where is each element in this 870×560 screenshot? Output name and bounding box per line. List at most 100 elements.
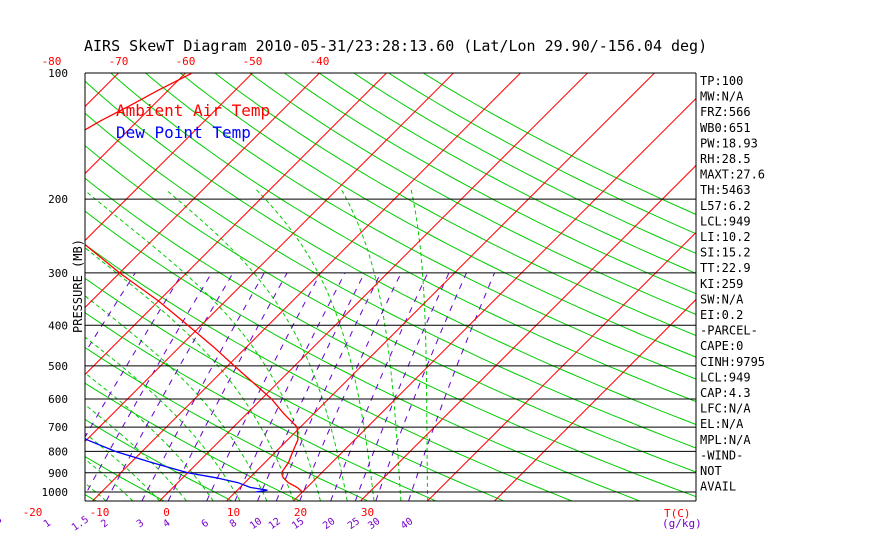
stability-index-item: TH:5463 bbox=[700, 183, 751, 197]
pressure-tick-label: 900 bbox=[48, 467, 68, 480]
dry-adiabat-line bbox=[85, 80, 696, 426]
top-temp-tick-label: -50 bbox=[243, 55, 263, 68]
moist-adiabat-line bbox=[410, 189, 429, 501]
mixing-ratio-tick-label: 2 bbox=[99, 518, 110, 530]
moist-adiabat-line bbox=[85, 404, 187, 501]
pressure-tick-label: 700 bbox=[48, 421, 68, 434]
dry-adiabat-line bbox=[85, 382, 301, 501]
dry-adiabat-line bbox=[318, 73, 696, 274]
mixing-ratio-tick-label: 10 bbox=[248, 516, 264, 532]
mixing-ratio-line bbox=[234, 272, 346, 501]
pressure-tick-label: 200 bbox=[48, 193, 68, 206]
stability-index-item: TT:22.9 bbox=[700, 261, 751, 275]
isotherm-line bbox=[92, 73, 521, 501]
stability-index-item: PW:18.93 bbox=[700, 136, 758, 150]
pressure-tick-label: 400 bbox=[48, 319, 68, 332]
isotherm-line bbox=[159, 73, 588, 501]
stability-index-item: LCL:949 bbox=[700, 370, 751, 384]
top-temp-tick-label: -60 bbox=[176, 55, 196, 68]
stability-index-item: NOT bbox=[700, 464, 722, 478]
mixing-ratio-tick-label: 1.5 bbox=[70, 514, 91, 533]
stability-index-item: -WIND- bbox=[700, 448, 743, 462]
top-temp-tick-label: -70 bbox=[109, 55, 129, 68]
dry-adiabat-line bbox=[85, 418, 233, 501]
stability-index-item: L57:6.2 bbox=[700, 199, 751, 213]
mixing-ratio-line bbox=[408, 272, 495, 501]
isotherm-line bbox=[85, 73, 387, 376]
dry-adiabat-line bbox=[85, 177, 696, 498]
mixing-ratio-line bbox=[354, 272, 450, 501]
isotherm-line bbox=[427, 231, 696, 501]
isotherm-line bbox=[0, 73, 52, 501]
stability-index-item: AVAIL bbox=[700, 480, 736, 494]
dry-adiabat-line bbox=[353, 73, 696, 254]
stability-index-item: MW:N/A bbox=[700, 90, 744, 104]
pressure-tick-label: 600 bbox=[48, 393, 68, 406]
y-axis-label: PRESSURE (MB) bbox=[71, 239, 85, 333]
dry-adiabat-line bbox=[85, 210, 640, 501]
dry-adiabat-line bbox=[388, 73, 696, 235]
mixing-ratio-line bbox=[141, 272, 265, 501]
dry-adiabat-line bbox=[0, 73, 28, 501]
stability-index-item: LFC:N/A bbox=[700, 402, 751, 416]
dry-adiabat-line bbox=[422, 73, 696, 215]
mixing-ratio-tick-label: 8 bbox=[228, 518, 239, 530]
mixing-ratio-line bbox=[275, 272, 382, 501]
mixing-ratio-tick-label: 1 bbox=[42, 518, 53, 530]
dry-adiabat-line bbox=[85, 312, 436, 501]
mixing-ratio-tick-label: 12 bbox=[267, 516, 283, 532]
moist-adiabat-line bbox=[85, 189, 321, 501]
legend-ambient-air-temp: Ambient Air Temp bbox=[116, 101, 270, 120]
stability-index-item: WB0:651 bbox=[700, 121, 751, 135]
stability-index-item: LCL:949 bbox=[700, 214, 751, 228]
mixing-ratio-line bbox=[375, 272, 467, 501]
bottom-temp-tick-label: 30 bbox=[361, 506, 374, 519]
stability-index-item: SW:N/A bbox=[700, 292, 744, 306]
x-axis-temp-label: T(C) bbox=[664, 507, 691, 520]
legend-dew-point-temp: Dew Point Temp bbox=[116, 123, 251, 142]
isotherm-line bbox=[85, 73, 253, 242]
isotherm-line bbox=[360, 164, 696, 501]
pressure-tick-label: 100 bbox=[48, 67, 68, 80]
stability-index-item: EL:N/A bbox=[700, 417, 744, 431]
dry-adiabat-line bbox=[214, 73, 696, 337]
stability-index-item: KI:259 bbox=[700, 277, 743, 291]
dry-adiabat-line bbox=[249, 73, 696, 315]
moist-adiabat-line bbox=[165, 189, 348, 501]
stability-index-item: MPL:N/A bbox=[700, 433, 751, 447]
bottom-temp-tick-label: 10 bbox=[227, 506, 240, 519]
stability-index-item: LI:10.2 bbox=[700, 230, 751, 244]
dry-adiabat-line bbox=[284, 73, 696, 295]
bottom-temp-tick-label: -20 bbox=[23, 506, 43, 519]
pressure-tick-label: 500 bbox=[48, 360, 68, 373]
isotherm-line bbox=[226, 73, 655, 501]
moist-adiabat-line bbox=[0, 190, 52, 501]
ambient-air-temp-emphasis bbox=[39, 147, 58, 199]
moist-adiabat-line bbox=[341, 189, 402, 501]
stability-index-item: CAPE:0 bbox=[700, 339, 743, 353]
stability-index-item: MAXT:27.6 bbox=[700, 168, 765, 182]
stability-index-item: CINH:9795 bbox=[700, 355, 765, 369]
mixing-ratio-line bbox=[330, 272, 429, 501]
pressure-tick-label: 800 bbox=[48, 445, 68, 458]
dry-adiabats bbox=[0, 73, 696, 501]
chart-title: AIRS SkewT Diagram 2010-05-31/23:28:13.6… bbox=[84, 37, 707, 55]
mixing-ratio-line bbox=[206, 272, 321, 501]
stability-index-item: CAP:4.3 bbox=[700, 386, 751, 400]
bottom-temp-tick-label: 20 bbox=[294, 506, 307, 519]
stability-index-item: RH:28.5 bbox=[700, 152, 751, 166]
moist-adiabat-line bbox=[85, 247, 295, 501]
top-temp-tick-labels: -120-110-100-90-80-70-60-50-40 bbox=[42, 55, 330, 68]
dry-adiabat-line bbox=[85, 346, 368, 501]
mixing-ratio-line bbox=[85, 272, 213, 497]
isotherm-line bbox=[494, 298, 696, 501]
mixing-ratio-line bbox=[299, 272, 402, 501]
mixing-ratio-tick-label: 4 bbox=[161, 518, 172, 530]
isotherms bbox=[0, 73, 696, 501]
pressure-tick-label: 300 bbox=[48, 267, 68, 280]
mixing-ratio-tick-label: 3 bbox=[135, 518, 146, 530]
mixing-ratio-tick-label: 0.5 bbox=[0, 514, 4, 533]
